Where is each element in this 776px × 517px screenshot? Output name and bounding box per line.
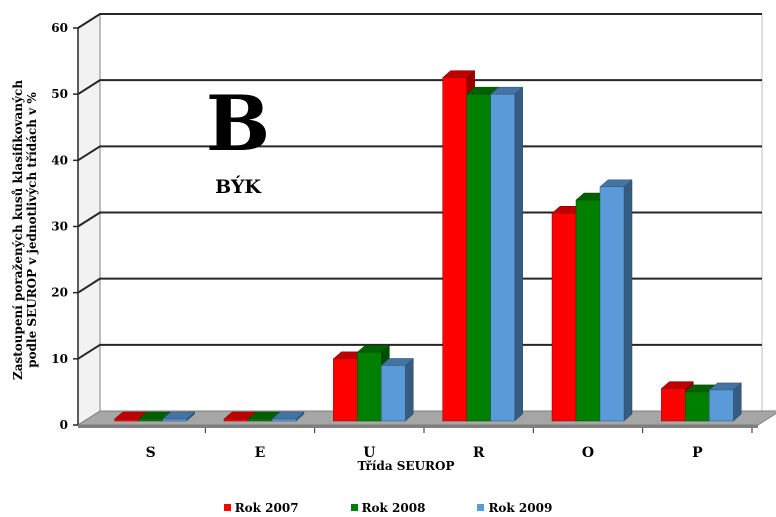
bar-U-rok-2009	[380, 357, 414, 422]
gridline	[77, 277, 762, 294]
y-tick-label: 30	[51, 220, 68, 234]
y-tick-label: 0	[60, 418, 68, 432]
x-category-label: S	[146, 445, 156, 461]
gridline	[77, 79, 762, 96]
x-axis-title: Třída SEUROP	[357, 459, 454, 473]
legend-item: Rok 2009	[477, 501, 552, 515]
x-category-label: O	[582, 445, 594, 461]
legend-swatch	[350, 504, 358, 511]
legend: Rok 2007 Rok 2008 Rok 2009	[0, 500, 776, 515]
y-axis-title: Zastoupení poražených kusů klasifikovaný…	[11, 80, 39, 380]
bar-P-rok-2009	[708, 382, 742, 422]
y-tick-label: 60	[51, 21, 68, 35]
gridline	[77, 13, 762, 29]
y-tick-label: 50	[51, 87, 68, 101]
legend-item: Rok 2008	[350, 500, 426, 515]
x-category-label: E	[255, 445, 266, 461]
legend-label: Rok 2008	[361, 500, 426, 515]
gridline	[77, 211, 762, 228]
bar-O-rok-2009	[599, 179, 633, 422]
chart-subtitle: BÝK	[215, 175, 262, 198]
x-category-label: R	[473, 445, 485, 461]
y-tick-label: 20	[51, 286, 68, 300]
bar-E-rok-2009	[271, 411, 305, 422]
bar-S-rok-2009	[162, 411, 196, 422]
bar-R-rok-2009	[490, 86, 524, 422]
chart-title: B	[206, 79, 270, 168]
legend-swatch	[477, 504, 485, 511]
legend-label: Rok 2007	[234, 500, 299, 515]
y-axis-title-line-1: Zastoupení poražených kusů klasifikovaný…	[11, 80, 25, 380]
legend-label: Rok 2009	[488, 500, 553, 515]
legend-swatch	[223, 504, 231, 511]
chart-walls	[77, 13, 763, 426]
gridline	[77, 343, 762, 360]
x-category-label: P	[692, 445, 703, 461]
gridline	[77, 145, 762, 162]
x-category-label: U	[363, 445, 375, 461]
y-tick-label: 40	[51, 153, 68, 167]
floor-edge	[78, 425, 758, 428]
y-axis-ticks: 0 10 20 30 40 50 60	[51, 21, 78, 432]
gridlines	[77, 13, 762, 425]
y-tick-label: 10	[51, 352, 68, 366]
y-axis-title-line-2: podle SEUROP v jednotlivých třídách v %	[25, 92, 39, 368]
bars	[114, 70, 742, 422]
legend-item: Rok 2007	[223, 500, 299, 515]
